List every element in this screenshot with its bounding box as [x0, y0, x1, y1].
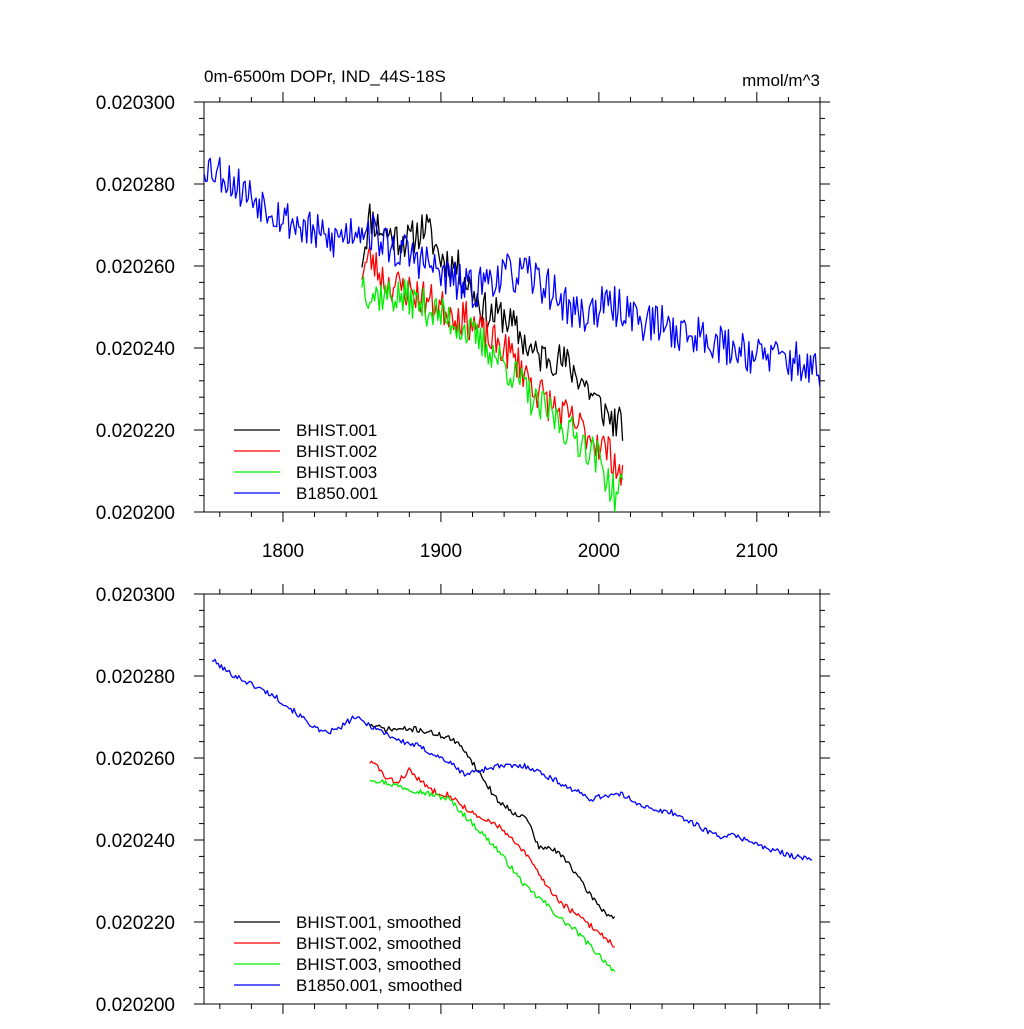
y-tick-label: 0.020240	[96, 831, 175, 852]
chart-title: 0m-6500m DOPr, IND_44S-18S	[204, 67, 446, 86]
panel-1: 0.020300 0.020280 0.020260 0.020240 0.020220…	[96, 92, 830, 562]
x-tick-label: 2100	[736, 541, 778, 562]
plot-frame	[203, 593, 821, 1005]
legend-label: B1850.001, smoothed	[296, 976, 462, 995]
y-tick-label: 0.020300	[96, 585, 175, 606]
plot-frame	[203, 101, 821, 513]
series-line-2	[369, 760, 615, 948]
series-line-2	[361, 245, 624, 486]
series-line-4	[204, 156, 820, 388]
series-line-1	[369, 723, 616, 920]
y-tick-label: 0.020220	[96, 421, 175, 442]
y-tick-label: 0.020260	[96, 749, 175, 770]
series-line-3	[361, 275, 624, 512]
series-line-4	[211, 658, 813, 861]
x-tick-label: 1800	[262, 541, 304, 562]
legend-label: BHIST.003, smoothed	[296, 955, 461, 974]
x-tick-label: 1900	[420, 541, 462, 562]
legend-label: BHIST.001, smoothed	[296, 913, 461, 932]
series-line-3	[369, 779, 616, 972]
x-tick-label: 2000	[578, 541, 620, 562]
y-tick-label: 0.020200	[96, 995, 175, 1016]
y-tick-label: 0.020220	[96, 913, 175, 934]
legend-label: B1850.001	[296, 484, 378, 503]
y-tick-label: 0.020280	[96, 175, 175, 196]
series-line-1	[361, 203, 624, 441]
y-tick-label: 0.020240	[96, 339, 175, 360]
series-group	[204, 156, 820, 512]
y-tick-label: 0.020200	[96, 503, 175, 524]
legend-label: BHIST.001	[296, 421, 377, 440]
legend-label: BHIST.003	[296, 463, 377, 482]
y-tick-label: 0.020300	[96, 93, 175, 114]
y-tick-label: 0.020260	[96, 257, 175, 278]
legend-label: BHIST.002	[296, 442, 377, 461]
y-tick-label: 0.020280	[96, 667, 175, 688]
chart-units: mmol/m^3	[742, 71, 820, 90]
legend-label: BHIST.002, smoothed	[296, 934, 461, 953]
series-group	[211, 658, 813, 972]
panel-2: 0.020300 0.020280 0.020260 0.020240 0.020220…	[96, 584, 830, 1016]
